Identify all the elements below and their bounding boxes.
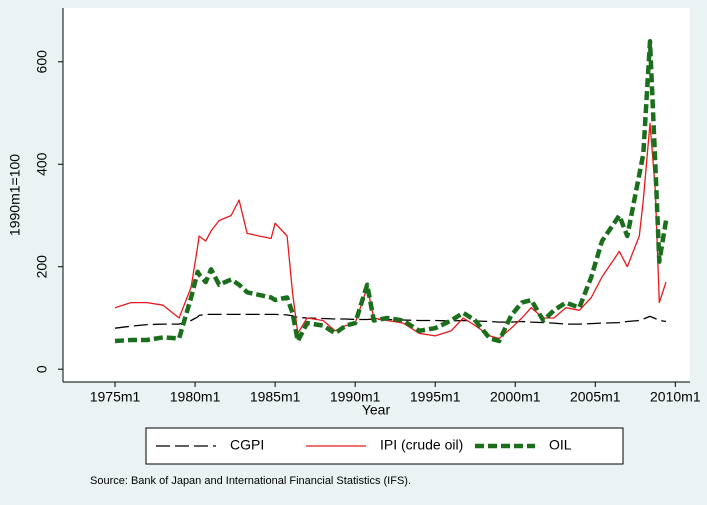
source-note: Source: Bank of Japan and International …: [90, 475, 411, 487]
x-tick-label: 1995m1: [410, 389, 461, 405]
x-tick-label: 1990m1: [330, 389, 381, 405]
y-tick-label: 400: [34, 152, 50, 176]
x-tick-label: 1985m1: [250, 389, 301, 405]
x-tick-label: 1975m1: [90, 389, 141, 405]
x-tick-label: 1980m1: [170, 389, 221, 405]
plot-area: [63, 8, 690, 382]
x-tick-label: 2005m1: [570, 389, 621, 405]
y-axis-title: 1990m1=100: [7, 154, 23, 236]
x-tick-label: 2010m1: [650, 389, 701, 405]
legend-label: OIL: [549, 437, 572, 453]
legend-box: [145, 427, 624, 465]
y-tick-label: 200: [34, 255, 50, 279]
y-tick-label: 0: [34, 365, 50, 373]
y-tick-label: 600: [34, 50, 50, 74]
x-axis-title: Year: [362, 402, 391, 418]
legend-label: CGPI: [230, 437, 264, 453]
series-line: [114, 39, 669, 344]
series-line: [114, 313, 667, 329]
x-tick-label: 2000m1: [490, 389, 541, 405]
legend-label: IPI (crude oil): [380, 437, 463, 453]
